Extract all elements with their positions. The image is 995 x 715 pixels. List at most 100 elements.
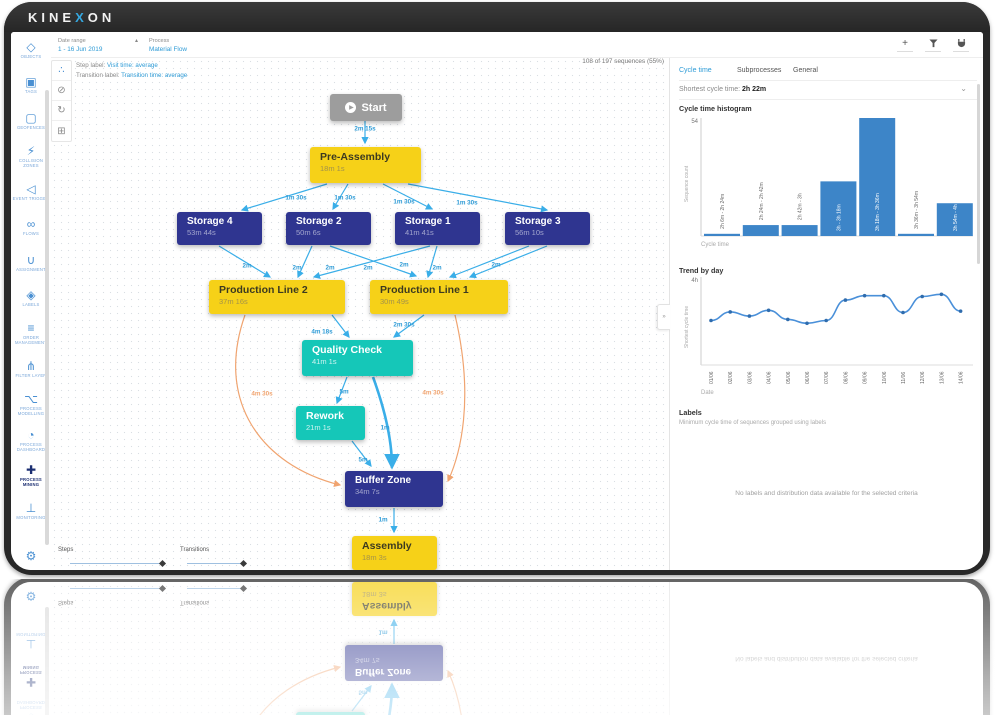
node-title: Storage 3 [515,216,561,227]
step-label-value[interactable]: Visit time: average [106,62,158,69]
process-dashboard-icon: ◔ [27,427,35,442]
process-mining-icon: ✚ [25,463,37,478]
collision-zones-icon: ⚡ [26,143,36,158]
logo-x: X [75,10,88,25]
transition-time-label: 1m 30s [334,194,356,202]
filter-layer-icon: ⋔ [25,359,37,374]
panel-tabs: Cycle time Subprocesses General [679,62,977,81]
transition-time-label: 1m [378,516,388,524]
chevron-down-icon[interactable]: ⌄ [960,84,967,93]
canvas-toolbar: ∴ ⊘ ↻ ⊞ [51,60,72,142]
transition-label-caption: Transition label: [76,71,120,79]
process-value[interactable]: Material Flow [149,46,187,53]
svg-text:3h 36m - 3h 54m: 3h 36m - 3h 54m [914,191,920,229]
transitions-slider[interactable] [187,563,243,564]
node-production-line-1[interactable]: Production Line 1 30m 49s [370,280,508,314]
sidebar-scrollbar[interactable] [45,90,49,545]
process-modelling-icon: ⌥ [24,392,38,407]
kinexon-logo: KINEXON [28,10,115,25]
labels-section-subtitle: Minimum cycle time of sequences grouped … [679,420,827,426]
process-label: Process [149,38,170,44]
tab-cycle-time[interactable]: Cycle time [679,67,712,74]
panel-collapse-handle[interactable]: » [657,304,670,330]
header: ▴ Date range 1 - 16 Jun 2019 Process Mat… [51,32,983,58]
node-title: Start [361,101,387,114]
node-storage-2[interactable]: Storage 2 50m 6s [286,212,371,245]
node-start[interactable]: ▶ Start [330,94,402,121]
sidebar-item-order-management[interactable]: ≡ Order Management [11,316,51,352]
sidebar-item-objects[interactable]: ◇ Objects [11,32,51,68]
hierarchy-tool-button[interactable]: ∴ [52,61,71,81]
sidebar-item-label: Collision Zones [18,157,44,168]
assignment-icon: ∪ [26,252,36,267]
transition-time-label: 2m [491,261,501,269]
node-storage-3[interactable]: Storage 3 56m 10s [505,212,590,245]
node-storage-4[interactable]: Storage 4 53m 44s [177,212,262,245]
svg-text:Sequence count: Sequence count [684,165,690,202]
collapse-header-icon[interactable]: ▴ [135,38,139,44]
sidebar-item-event-trigger[interactable]: ◁ Event Trigger [11,174,51,210]
sidebar-item-label: Geofences [16,124,46,130]
sidebar-item-labels[interactable]: ◈ Labels [11,281,51,317]
settings-gear-icon[interactable]: ⚙ [25,549,37,563]
sidebar-item-process-dashboard[interactable]: ◔ Process Dashboard [11,423,51,459]
sidebar-item-filter-layer[interactable]: ⋔ Filter Layer [11,352,51,388]
node-pre-assembly[interactable]: Pre-Assembly 18m 1s [310,147,421,183]
flow-edges [218,121,549,534]
node-title: Storage 4 [187,216,233,227]
svg-text:3h 54m - 4h 12m: 3h 54m - 4h 12m [953,193,959,231]
transition-time-label: 1m [380,424,390,432]
date-range-label: Date range [58,38,86,44]
sidebar-item-flows[interactable]: ∞ Flows [11,210,51,246]
panel-scrollbar[interactable] [977,84,980,264]
tab-subprocesses[interactable]: Subprocesses [737,67,782,74]
shortest-cycle-value: 2h 22m [742,86,767,93]
node-buffer-zone[interactable]: Buffer Zone 34m 7s [345,471,443,507]
node-title: Rework [306,410,344,422]
node-assembly[interactable]: Assembly 18m 3s [352,536,437,570]
table-tool-button[interactable]: ⊞ [57,125,66,137]
add-icon[interactable]: + [897,36,913,52]
node-duration: 18m 3s [362,553,387,562]
steps-slider-label: Steps [58,547,74,553]
sidebar-item-label: Monitoring [16,515,46,521]
svg-text:04/06: 04/06 [767,371,773,384]
tab-general[interactable]: General [793,67,818,74]
sidebar-item-monitoring[interactable]: ⊥ Monitoring [11,494,51,530]
node-production-line-2[interactable]: Production Line 2 37m 16s [209,280,345,314]
transition-time-label: 2m 30s [393,321,415,329]
sidebar-item-tags[interactable]: ▣ Tags [11,68,51,104]
transition-time-label: 1m 30s [393,198,415,206]
transition-time-label: 4m 18s [311,328,333,336]
transition-label-value[interactable]: Transition time: average [121,71,188,79]
node-rework[interactable]: Rework 21m 1s [296,406,365,440]
node-duration: 30m 49s [380,297,409,306]
sidebar-item-process-mining[interactable]: ✚ Process Mining [11,458,51,494]
sidebar-item-collision-zones[interactable]: ⚡ Collision Zones [11,139,51,175]
loop-tool-button[interactable]: ↻ [52,101,71,121]
sidebar-item-geofences[interactable]: ▢ Geofences [11,103,51,139]
history-tool-button[interactable]: ⊘ [52,81,71,101]
svg-text:06/06: 06/06 [805,371,811,384]
transitions-slider-label: Transitions [180,547,210,553]
date-range-value[interactable]: 1 - 16 Jun 2019 [58,46,103,53]
shortest-cycle-row[interactable]: Shortest cycle time: 2h 22m ⌄ [679,81,977,100]
plug-icon[interactable] [953,36,969,52]
node-duration: 34m 7s [355,487,380,496]
transition-time-label: 4m 30s [422,389,444,397]
sidebar-item-label: Labels [22,302,40,308]
play-icon: ▶ [345,102,357,113]
node-duration: 56m 10s [515,228,544,237]
header-actions: + [897,36,969,52]
steps-slider[interactable] [70,563,162,564]
svg-text:05/06: 05/06 [786,371,792,384]
sidebar-item-assignment[interactable]: ∪ Assignment [11,245,51,281]
sidebar-item-process-modelling[interactable]: ⌥ Process Modelling [11,387,51,423]
filter-icon[interactable] [925,36,941,52]
transition-time-label: 1m 30s [456,199,478,207]
svg-text:14/06: 14/06 [959,371,965,384]
node-storage-1[interactable]: Storage 1 41m 41s [395,212,480,245]
shortest-cycle-label: Shortest cycle time: [679,86,741,93]
node-quality-check[interactable]: Quality Check 41m 1s [302,340,413,376]
svg-text:09/06: 09/06 [863,371,869,384]
